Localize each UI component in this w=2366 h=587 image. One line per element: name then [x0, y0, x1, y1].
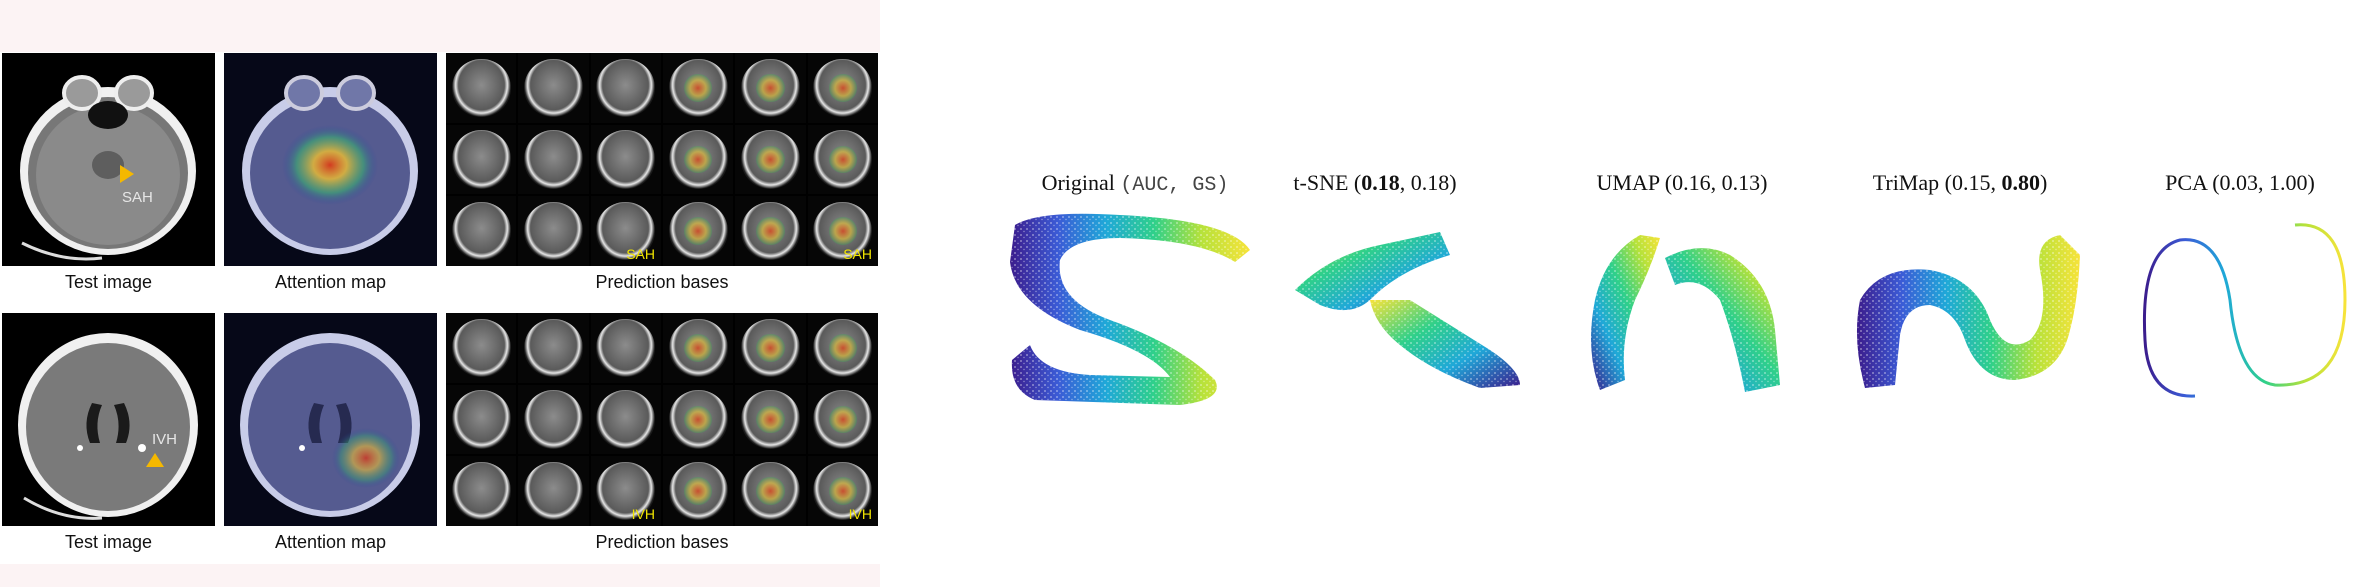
attention-map-sah: [224, 53, 437, 266]
prediction-bases-sah: SAH SAH: [446, 53, 878, 266]
embedding-title-umap: UMAP (0.16, 0.13): [1596, 170, 1768, 195]
basis-cell: [735, 124, 806, 195]
basis-cell: [663, 124, 734, 195]
test-image-sah: SAH: [2, 53, 215, 266]
basis-cell: SAH: [590, 196, 661, 266]
basis-cell: [807, 384, 878, 455]
basis-cell: [735, 196, 806, 266]
attention-overlay-graphic: [240, 333, 420, 517]
gs-value: 0.80: [2001, 170, 2040, 195]
basis-cell: [518, 456, 589, 526]
ct-slice-graphic: [20, 75, 196, 261]
basis-cell: [735, 53, 806, 123]
basis-cell: [446, 313, 517, 383]
basis-cell: [518, 196, 589, 266]
method-name: UMAP: [1596, 170, 1660, 195]
basis-cell: [446, 53, 517, 123]
basis-cell: [663, 313, 734, 383]
basis-cell: [446, 456, 517, 526]
metric-legend: (AUC, GS): [1120, 174, 1229, 197]
gs-value: 1.00: [2269, 170, 2308, 195]
basis-cell: IVH: [590, 456, 661, 526]
auc-value: 0.15: [1951, 170, 1991, 195]
ct-slice-graphic: [18, 333, 198, 520]
embedding-title-trimap: TriMap (0.15, 0.80): [1872, 170, 2048, 195]
method-name: Original: [1041, 170, 1115, 195]
caption-prediction-bases: Prediction bases: [595, 272, 729, 292]
prediction-bases-ivh: IVH IVH: [446, 313, 878, 526]
basis-cell: [518, 313, 589, 383]
lesion-arrow-icon: [146, 453, 164, 467]
caption-test-image: Test image: [64, 532, 153, 552]
basis-cell: [446, 124, 517, 195]
auc-value: 0.03: [2219, 170, 2259, 195]
basis-cell: [446, 196, 517, 266]
caption-test-image: Test image: [64, 272, 153, 292]
caption-prediction-bases: Prediction bases: [595, 532, 729, 552]
basis-cell: [590, 53, 661, 123]
basis-cell: [590, 124, 661, 195]
original-embedding: [1010, 213, 1250, 405]
basis-cell: [663, 456, 734, 526]
basis-cell: [663, 384, 734, 455]
caption-attention-map: Attention map: [274, 532, 387, 552]
basis-tag: SAH: [843, 245, 872, 262]
basis-cell: [807, 53, 878, 123]
basis-cell: IVH: [807, 456, 878, 526]
basis-cell: [590, 313, 661, 383]
tsne-embedding: [1295, 232, 1520, 388]
basis-cell: [663, 53, 734, 123]
embedding-title-pca: PCA (0.03, 1.00): [2165, 170, 2315, 195]
basis-cell: [735, 384, 806, 455]
basis-cell: [735, 456, 806, 526]
lesion-arrow-icon: [120, 165, 134, 183]
trimap-embedding: [1856, 235, 2080, 388]
attention-overlay-graphic: [242, 75, 418, 255]
umap-embedding: [1591, 235, 1780, 392]
auc-value: 0.18: [1361, 170, 1400, 195]
lesion-label: SAH: [122, 189, 153, 206]
pca-embedding: [2142, 223, 2347, 398]
basis-cell: [518, 53, 589, 123]
gs-value: 0.13: [1721, 170, 1761, 195]
embedding-title-original: Original (AUC, GS): [1005, 170, 1265, 197]
lesion-label: IVH: [152, 431, 178, 448]
basis-tag: IVH: [631, 505, 655, 522]
auc-value: 0.16: [1672, 170, 1711, 195]
method-name: PCA: [2165, 170, 2207, 195]
basis-cell: [518, 124, 589, 195]
embedding-title-tsne: t-SNE (0.18, 0.18): [1293, 170, 1457, 195]
method-name: TriMap: [1872, 170, 1940, 195]
basis-tag: IVH: [848, 505, 872, 522]
basis-cell: [663, 196, 734, 266]
basis-cell: SAH: [807, 196, 878, 266]
gs-value: 0.18: [1410, 170, 1450, 195]
basis-tag: SAH: [626, 245, 655, 262]
basis-cell: [735, 313, 806, 383]
method-name: t-SNE: [1293, 170, 1349, 195]
basis-cell: [807, 124, 878, 195]
caption-attention-map: Attention map: [274, 272, 387, 292]
basis-cell: [807, 313, 878, 383]
attention-map-ivh: [224, 313, 437, 526]
basis-cell: [590, 384, 661, 455]
test-image-ivh: IVH: [2, 313, 215, 526]
basis-cell: [518, 384, 589, 455]
basis-cell: [446, 384, 517, 455]
